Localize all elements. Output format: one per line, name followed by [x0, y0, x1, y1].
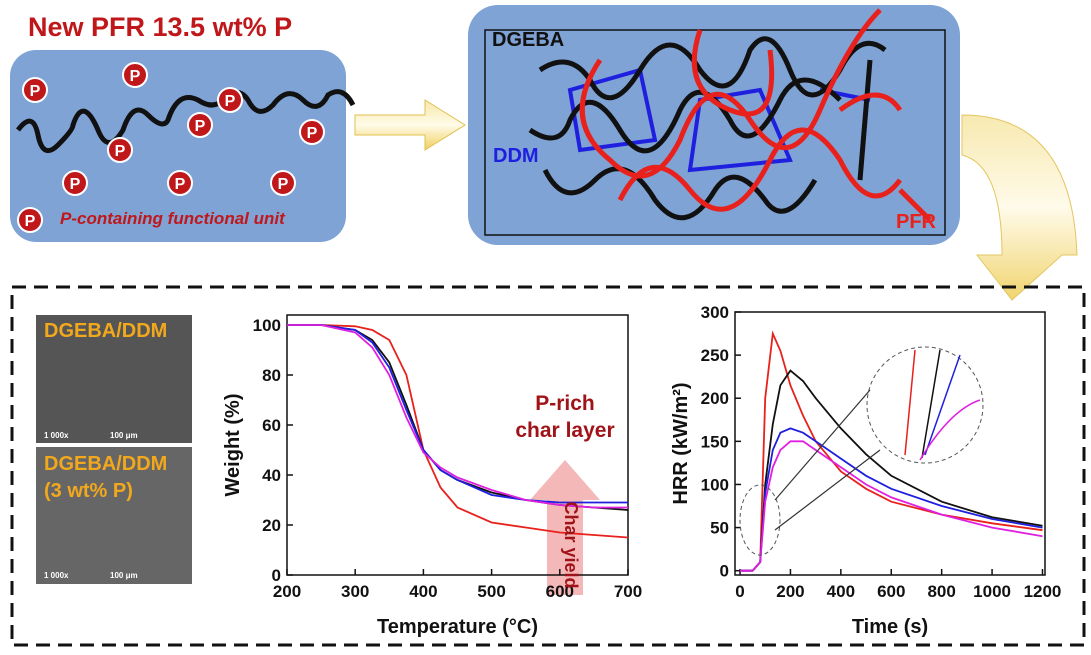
p-symbol: P: [115, 143, 126, 160]
zoom-arrow: [775, 450, 880, 530]
sem-label: (3 wt% P): [44, 480, 133, 502]
y-tick-label: 150: [701, 432, 729, 451]
annotation: P-rich: [535, 392, 595, 415]
sem-scale: 100 μm: [110, 431, 138, 440]
y-tick-label: 250: [701, 346, 729, 365]
x-axis-label: Time (s): [852, 616, 928, 638]
graphical-abstract: New PFR 13.5 wt% P P P P P P P P P P P P-containi…: [0, 0, 1091, 650]
arrow: [355, 100, 465, 150]
p-legend: P-containing functional unit: [60, 209, 286, 228]
y-tick-label: 300: [701, 303, 729, 322]
p-symbol: P: [175, 176, 186, 193]
y-tick-label: 100: [701, 475, 729, 494]
y-tick-label: 40: [262, 466, 281, 485]
x-tick-label: 400: [827, 582, 855, 601]
x-tick-label: 0: [735, 582, 744, 601]
p-symbol: P: [278, 176, 289, 193]
title: New PFR 13.5 wt% P: [28, 12, 292, 42]
y-tick-label: 100: [253, 316, 281, 335]
y-tick-label: 200: [701, 389, 729, 408]
x-tick-label: 600: [877, 582, 905, 601]
sem-label: DGEBA/DDM: [44, 453, 167, 475]
y-tick-label: 0: [272, 566, 281, 585]
sem-scale: 100 μm: [110, 571, 138, 580]
x-tick-label: 500: [477, 582, 505, 601]
zoom-inset: [867, 347, 983, 463]
arrow: [962, 115, 1077, 300]
x-tick-label: 800: [927, 582, 955, 601]
sem-label: DGEBA/DDM: [44, 320, 167, 342]
y-tick-label: 0: [720, 562, 729, 581]
y-tick-label: 80: [262, 366, 281, 385]
annotation: Char yield: [561, 501, 581, 588]
dgeba-label: DGEBA: [492, 29, 564, 51]
sem-mag: 1 000x: [44, 431, 69, 440]
x-axis-label: Temperature (°C): [377, 616, 538, 638]
series-line: [740, 441, 1043, 570]
p-symbol: P: [307, 125, 318, 142]
y-tick-label: 20: [262, 516, 281, 535]
y-axis-label: HRR (kW/m²): [670, 382, 692, 504]
sem-mag: 1 000x: [44, 571, 69, 580]
ddm-label: DDM: [493, 145, 539, 167]
x-tick-label: 1200: [1024, 582, 1062, 601]
x-tick-label: 200: [776, 582, 804, 601]
p-symbol: P: [225, 93, 236, 110]
y-axis-label: Weight (%): [222, 394, 244, 497]
x-tick-label: 300: [341, 582, 369, 601]
y-tick-label: 60: [262, 416, 281, 435]
p-symbol: P: [130, 68, 141, 85]
p-symbol: P: [25, 213, 36, 230]
x-tick-label: 1000: [973, 582, 1011, 601]
annotation: char layer: [515, 419, 614, 442]
y-tick-label: 50: [710, 519, 729, 538]
p-symbol: P: [30, 83, 41, 100]
p-symbol: P: [70, 176, 81, 193]
x-tick-label: 700: [614, 582, 642, 601]
p-symbol: P: [195, 118, 206, 135]
x-tick-label: 400: [409, 582, 437, 601]
pfr-label: PFR: [896, 211, 937, 233]
